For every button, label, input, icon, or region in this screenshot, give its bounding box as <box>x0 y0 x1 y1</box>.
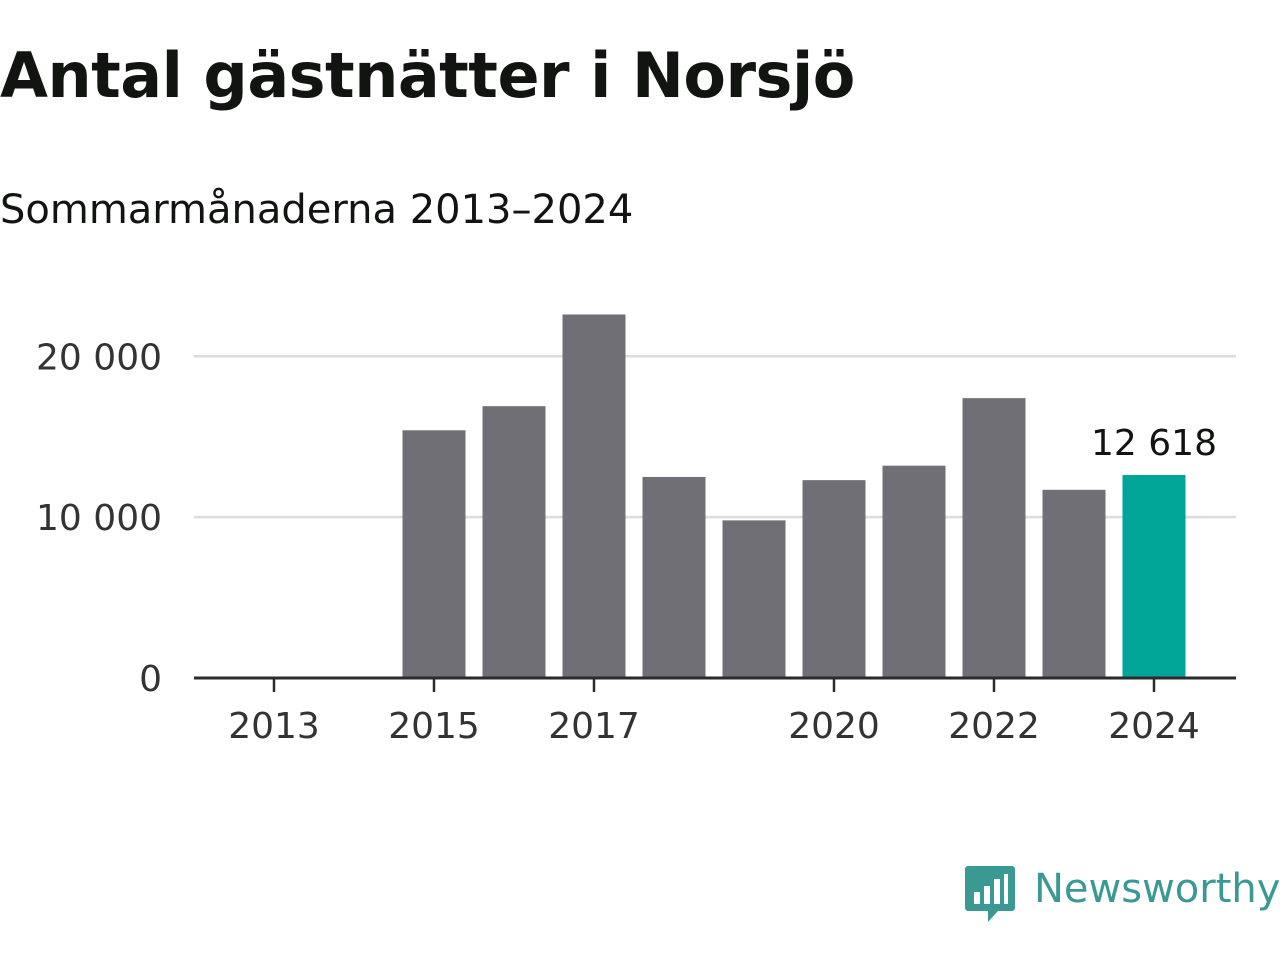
data-labels: 12 618 <box>1091 423 1217 464</box>
x-tick-label: 2020 <box>788 706 880 747</box>
data-label-2024: 12 618 <box>1091 423 1217 464</box>
bar-2018 <box>642 476 706 678</box>
bar-2015 <box>402 430 466 678</box>
bar-2019 <box>722 520 786 678</box>
bar-2021 <box>882 465 946 678</box>
brand-logo: Newsworthy <box>964 862 1280 928</box>
brand-name: Newsworthy <box>1034 866 1280 912</box>
x-tick-label: 2022 <box>948 706 1040 747</box>
x-axis-tick-labels: 2013 2015 2017 2020 2022 2024 <box>228 706 1200 747</box>
y-tick-label: 0 <box>139 659 162 700</box>
newsworthy-logo-icon <box>965 866 1015 922</box>
y-tick-label: 20 000 <box>36 337 162 378</box>
x-tick-label: 2017 <box>548 706 640 747</box>
chart-title: Antal gästnätter i Norsjö <box>0 39 855 112</box>
bar-2016 <box>482 406 546 678</box>
y-axis-tick-labels: 0 10 000 20 000 <box>36 337 162 700</box>
bar-2024 <box>1122 475 1186 678</box>
y-tick-label: 10 000 <box>36 498 162 539</box>
x-tick-label: 2013 <box>228 706 320 747</box>
x-axis <box>194 676 1236 692</box>
bars <box>402 314 1186 678</box>
x-tick-label: 2015 <box>388 706 480 747</box>
bar-2017 <box>562 314 626 678</box>
bar-2023 <box>1042 489 1106 678</box>
chart-subtitle: Sommarmånaderna 2013–2024 <box>0 187 634 233</box>
x-tick-label: 2024 <box>1108 706 1200 747</box>
bar-2020 <box>802 480 866 678</box>
bar-2022 <box>962 398 1026 678</box>
